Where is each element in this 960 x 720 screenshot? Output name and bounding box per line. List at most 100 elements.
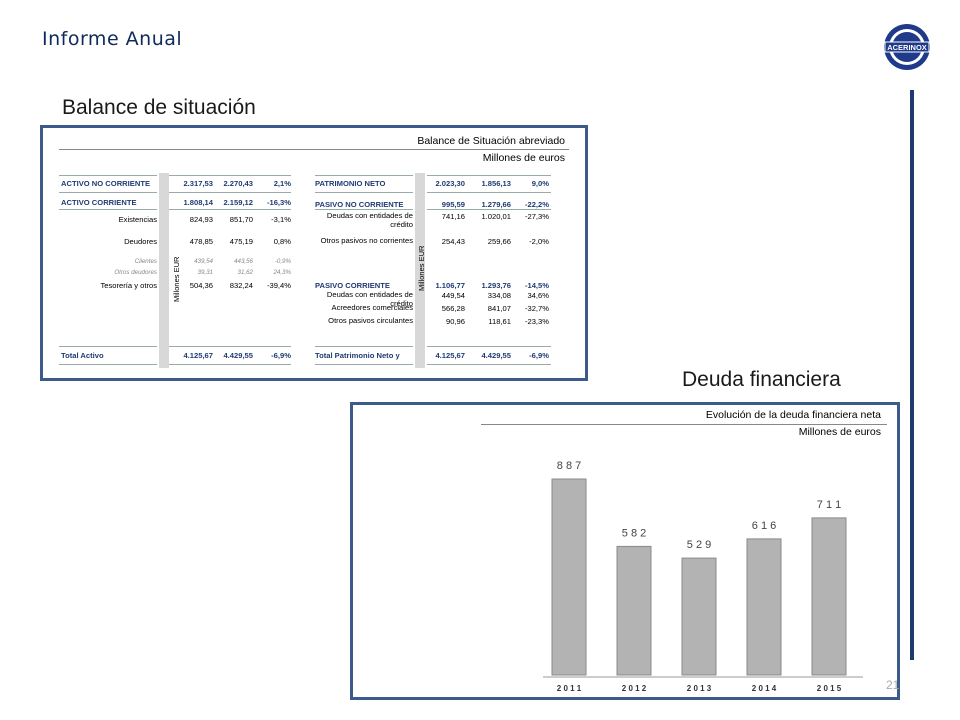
category-label: 2 0 1 4: [752, 684, 777, 693]
value-change: -22,2%: [524, 200, 549, 209]
table-rule: [169, 209, 291, 210]
bar-value-label: 5 8 2: [622, 527, 646, 539]
bar-value-label: 6 1 6: [752, 520, 776, 532]
deuda-panel: Evolución de la deuda financiera neta Mi…: [350, 402, 900, 700]
value-previous: 1.856,13: [481, 179, 511, 188]
right-side-label: Millones EUR: [417, 245, 426, 291]
value-change: 34,6%: [527, 291, 549, 300]
table-rule: [169, 346, 291, 347]
value-previous: 1.293,76: [481, 281, 511, 290]
table-rule: [315, 192, 413, 193]
row-label: Deudores: [124, 237, 157, 246]
value-previous: 4.429,55: [223, 351, 253, 360]
balance-panel: Balance de Situación abreviado Millones …: [40, 125, 588, 381]
value-current: 254,43: [441, 237, 465, 246]
row-label: Existencias: [118, 215, 157, 224]
value-current: 39,31: [197, 269, 213, 276]
value-previous: 1.279,66: [481, 200, 511, 209]
value-change: -3,1%: [271, 215, 291, 224]
table-rule: [427, 364, 551, 365]
row-label: Clientes: [134, 258, 157, 265]
category-label: 2 0 1 1: [557, 684, 582, 693]
left-side-label: Millones EUR: [172, 256, 181, 302]
report-title: Informe Anual: [42, 28, 183, 50]
value-current: 1.106,77: [435, 281, 465, 290]
table-rule: [169, 175, 291, 176]
bar-3: [746, 538, 782, 676]
table-rule: [315, 175, 413, 176]
table-rule: [169, 192, 291, 193]
row-label: ACTIVO CORRIENTE: [61, 198, 137, 207]
value-previous: 851,70: [229, 215, 253, 224]
value-previous: 832,24: [229, 281, 253, 290]
bar-0: [551, 478, 587, 676]
balance-section-title: Balance de situación: [62, 96, 256, 119]
value-change: -32,7%: [524, 304, 549, 313]
bar-value-label: 5 2 9: [687, 539, 711, 551]
table-rule: [59, 175, 157, 176]
row-label: ACTIVO NO CORRIENTE: [61, 179, 151, 188]
value-current: 4.125,67: [435, 351, 465, 360]
vertical-divider: [910, 90, 914, 660]
bar-4: [811, 517, 847, 676]
bar-1: [616, 545, 652, 676]
value-change: -23,3%: [524, 317, 549, 326]
value-change: -16,3%: [266, 198, 291, 207]
row-label: PASIVO NO CORRIENTE: [315, 200, 404, 209]
value-current: 995,59: [441, 200, 465, 209]
value-previous: 118,61: [488, 317, 511, 326]
row-label: Tesorería y otros: [100, 281, 157, 290]
value-previous: 259,66: [487, 237, 511, 246]
value-previous: 2.159,12: [223, 198, 253, 207]
row-label: Otros deudores: [114, 269, 157, 276]
category-label: 2 0 1 2: [622, 684, 647, 693]
value-change: -14,5%: [524, 281, 549, 290]
row-label: PASIVO CORRIENTE: [315, 281, 390, 290]
value-change: -6,9%: [271, 351, 291, 360]
value-current: 2.023,30: [435, 179, 465, 188]
value-previous: 841,07: [487, 304, 511, 313]
table-rule: [59, 209, 157, 210]
value-previous: 334,08: [487, 291, 511, 300]
value-current: 478,85: [189, 237, 213, 246]
value-previous: 2.270,43: [223, 179, 253, 188]
bar-value-label: 8 8 7: [557, 460, 581, 472]
value-previous: 443,56: [234, 258, 253, 265]
bar-2: [681, 557, 717, 676]
row-label: Otros pasivos no corrientes: [320, 236, 413, 245]
table-rule: [315, 209, 413, 210]
value-current: 90,96: [445, 317, 465, 326]
table-rule: [427, 175, 551, 176]
table-rule: [427, 346, 551, 347]
deuda-bar-chart: 8 8 7 2 0 1 1 5 8 2 2 0 1 2 5 2 9 2 0 1 3 6 1 …: [543, 460, 863, 693]
row-label: Total Patrimonio Neto y: [315, 351, 400, 360]
value-previous: 4.429,55: [481, 351, 511, 360]
value-change: -6,9%: [529, 351, 549, 360]
category-label: 2 0 1 5: [817, 684, 842, 693]
balance-header-rule: [59, 149, 569, 150]
row-label: Deudas con entidades de crédito: [326, 290, 413, 308]
table-rule: [59, 346, 157, 347]
balance-table-title: Balance de Situación abreviado: [417, 135, 565, 147]
value-change: 24,3%: [273, 269, 291, 276]
value-change: 2,1%: [273, 179, 291, 188]
value-current: 2.317,53: [183, 179, 213, 188]
row-label: Otros pasivos circulantes: [328, 316, 413, 325]
acerinox-logo: ACERINOX: [884, 24, 930, 70]
value-change: 9,0%: [531, 179, 549, 188]
category-label: 2 0 1 3: [687, 684, 712, 693]
table-rule: [59, 364, 157, 365]
logo-text: ACERINOX: [887, 43, 927, 52]
table-rule: [315, 364, 413, 365]
value-current: 566,28: [441, 304, 465, 313]
value-current: 439,54: [194, 258, 213, 265]
value-change: 0,8%: [273, 237, 291, 246]
bar-value-label: 7 1 1: [817, 499, 841, 511]
deuda-chart-title: Evolución de la deuda financiera neta: [705, 409, 881, 421]
value-current: 1.808,14: [183, 198, 213, 207]
value-previous: 31,62: [237, 269, 253, 276]
deuda-section-title: Deuda financiera: [682, 368, 841, 391]
value-current: 449,54: [441, 291, 465, 300]
table-rule: [169, 364, 291, 365]
value-change: -27,3%: [524, 212, 549, 221]
